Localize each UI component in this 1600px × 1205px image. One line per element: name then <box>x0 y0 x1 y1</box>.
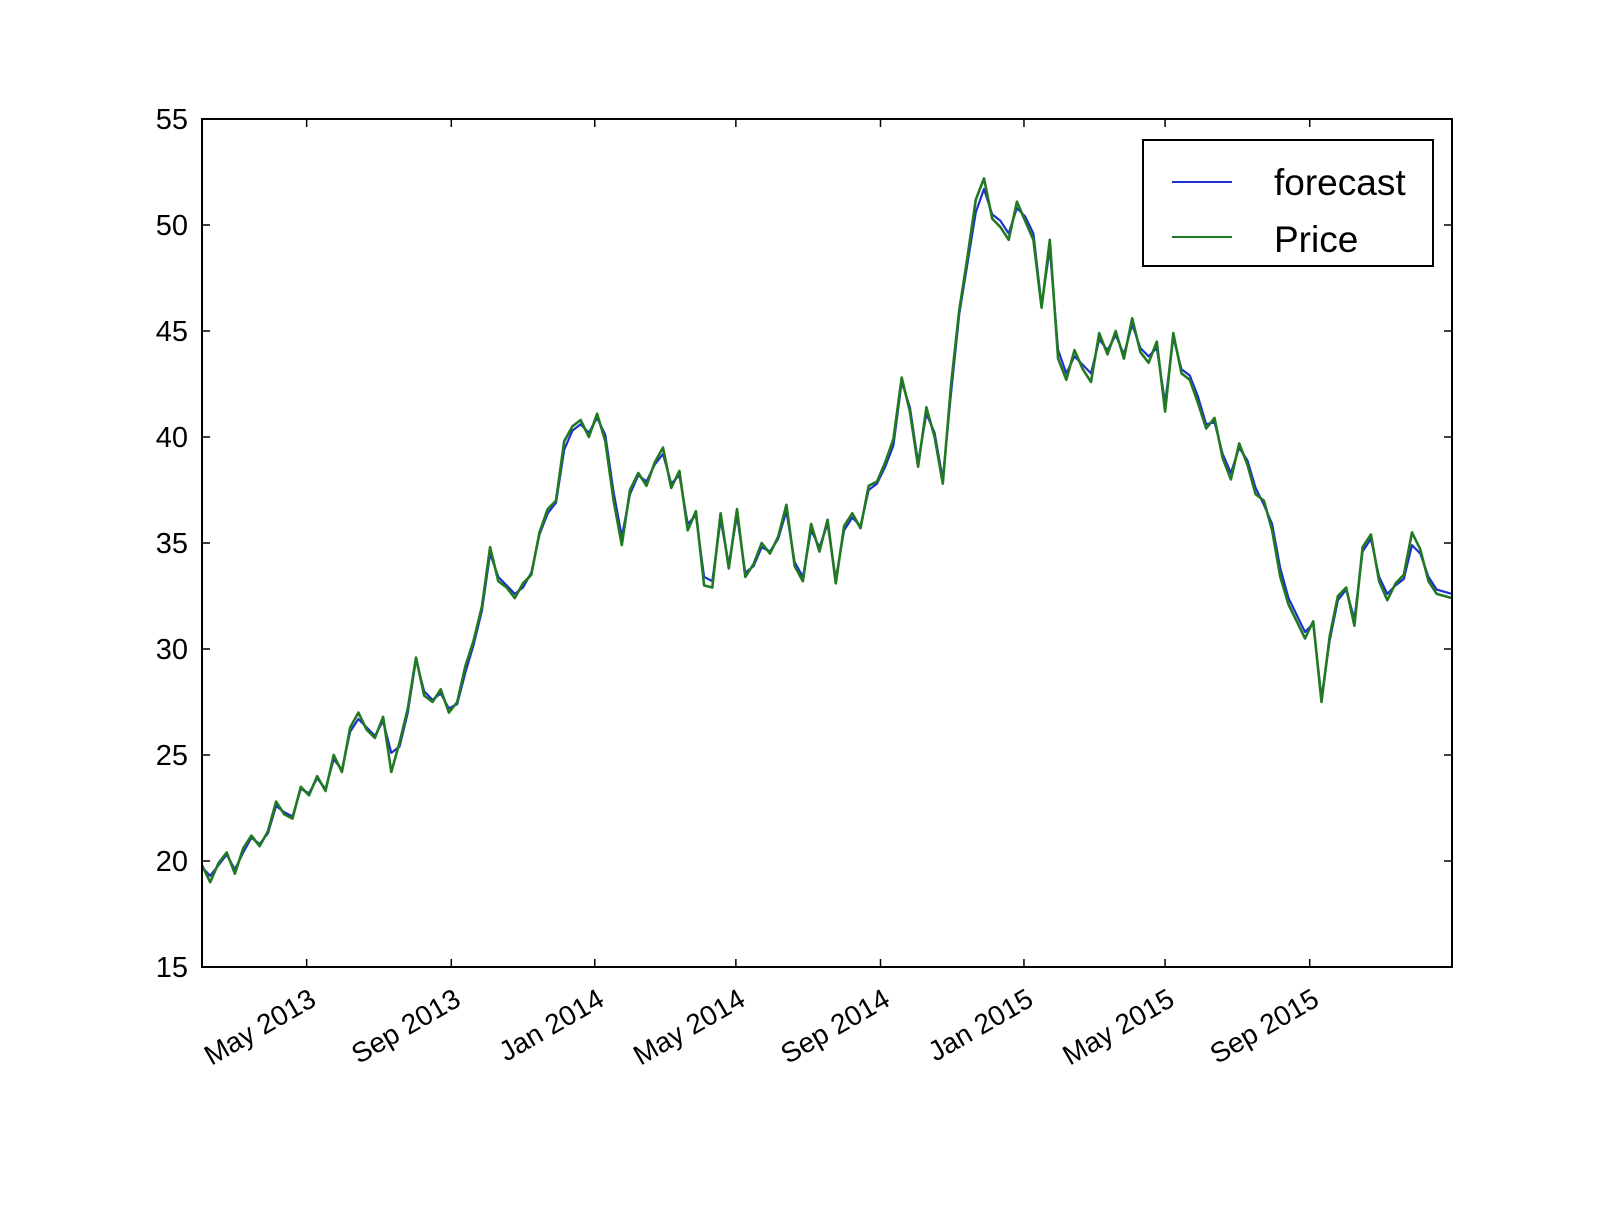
y-tick-label: 20 <box>156 846 188 878</box>
legend-label-forecast: forecast <box>1274 162 1406 203</box>
x-tick-label: Sep 2015 <box>1205 983 1324 1070</box>
y-tick-label: 35 <box>156 528 188 560</box>
legend: forecast Price <box>1142 139 1434 267</box>
y-tick-label: 50 <box>156 210 188 242</box>
series-line-price <box>200 177 1453 884</box>
x-tick-label: Sep 2014 <box>775 983 894 1070</box>
x-tick-label: Jan 2014 <box>494 983 609 1067</box>
y-axis-tick-labels: 15 20 25 30 35 40 45 50 55 <box>156 104 188 984</box>
series-layer <box>200 177 1453 884</box>
y-tick-label: 25 <box>156 740 188 772</box>
legend-frame <box>1142 139 1434 267</box>
x-tick-label: May 2013 <box>199 983 321 1071</box>
legend-label-price: Price <box>1274 219 1358 260</box>
x-axis-tick-labels: May 2013 Sep 2013 Jan 2014 May 2014 Sep 2014… <box>199 983 1324 1071</box>
x-tick-label: Sep 2013 <box>346 983 465 1070</box>
x-tick-label: May 2014 <box>628 983 750 1071</box>
y-tick-label: 30 <box>156 634 188 666</box>
plot-frame <box>201 118 1453 968</box>
x-tick-label: Jan 2015 <box>923 983 1038 1067</box>
x-tick-label: May 2015 <box>1057 983 1179 1071</box>
y-tick-label: 15 <box>156 952 188 984</box>
y-tick-label: 40 <box>156 422 188 454</box>
y-tick-label: 55 <box>156 104 188 136</box>
y-tick-label: 45 <box>156 316 188 348</box>
